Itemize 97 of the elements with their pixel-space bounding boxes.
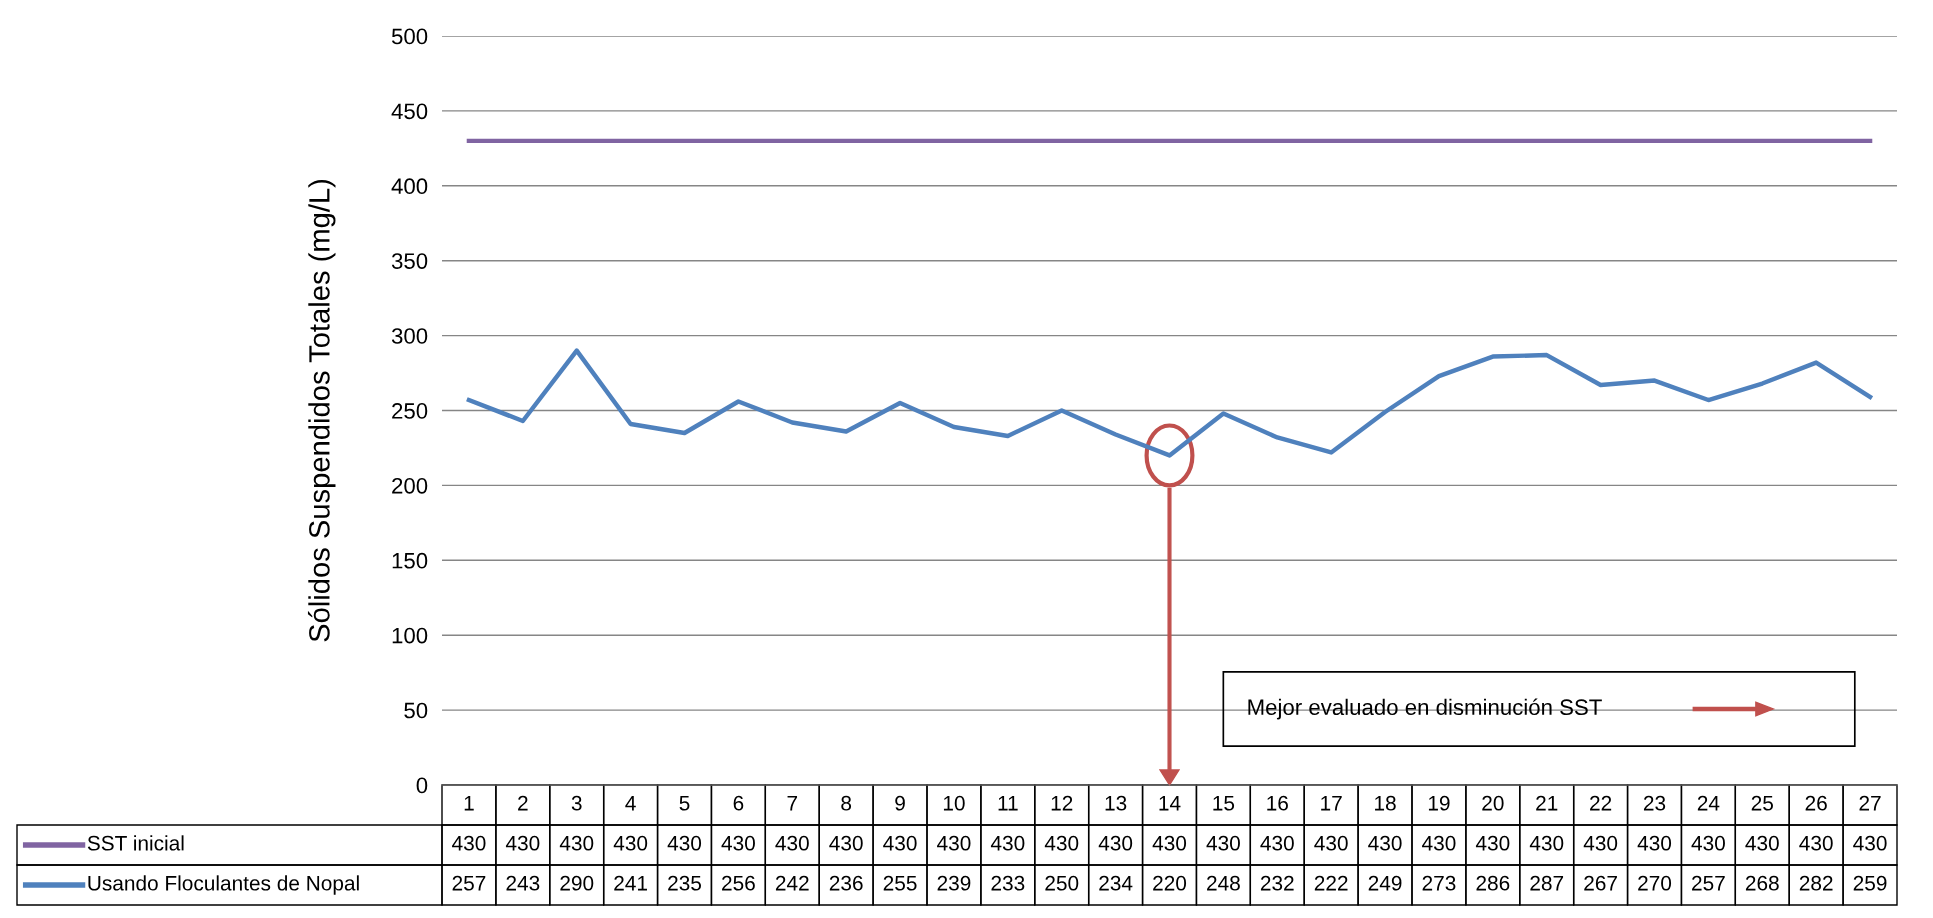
data-label: 256 <box>722 875 755 891</box>
x-tick-label: 9 <box>895 795 905 811</box>
data-label: 430 <box>1206 835 1240 851</box>
data-label: 290 <box>560 875 594 891</box>
y-tick-label: 100 <box>392 627 428 644</box>
data-label: 248 <box>1207 875 1240 891</box>
x-tick-label: 20 <box>1482 795 1504 811</box>
x-tick-label: 3 <box>571 795 582 811</box>
data-label: 234 <box>1099 875 1133 891</box>
x-tick-label: 18 <box>1375 795 1396 811</box>
x-tick-label: 13 <box>1105 795 1127 811</box>
y-tick-label: 150 <box>392 552 428 569</box>
data-label: 267 <box>1584 875 1617 891</box>
data-label: 430 <box>1422 835 1456 851</box>
data-label: 430 <box>1260 835 1294 851</box>
data-label: 239 <box>937 875 971 891</box>
data-label: 250 <box>1045 875 1079 891</box>
data-label: 430 <box>1098 835 1133 851</box>
data-label: 430 <box>452 835 486 851</box>
data-label: 430 <box>613 835 648 851</box>
data-label: 273 <box>1422 875 1456 891</box>
data-label: 430 <box>1745 835 1779 851</box>
x-tick-label: 10 <box>943 795 965 811</box>
x-tick-label: 26 <box>1805 795 1827 811</box>
y-tick-label: 200 <box>392 477 428 494</box>
data-label: 220 <box>1153 875 1187 891</box>
legend-label: SST inicial <box>87 835 184 851</box>
data-label: 430 <box>990 835 1025 851</box>
x-tick-label: 21 <box>1536 795 1558 811</box>
x-tick-label: 17 <box>1321 796 1342 811</box>
data-label: 430 <box>883 835 917 851</box>
data-label: 243 <box>506 875 540 891</box>
line-series <box>466 348 1873 458</box>
x-tick-label: 27 <box>1859 795 1881 811</box>
x-tick-label: 2 <box>518 795 528 811</box>
x-tick-label: 6 <box>733 795 744 811</box>
x-tick-label: 19 <box>1428 795 1450 811</box>
data-label: 430 <box>505 835 540 851</box>
data-label: 430 <box>937 835 971 851</box>
data-label: 430 <box>1475 835 1510 851</box>
data-label: 430 <box>1583 835 1618 851</box>
x-tick-label: 1 <box>464 796 474 811</box>
data-label: 268 <box>1745 875 1779 891</box>
data-label: 430 <box>1529 835 1564 851</box>
data-label: 430 <box>1152 835 1187 851</box>
x-tick-label: 14 <box>1159 796 1181 811</box>
data-label: 242 <box>775 875 809 891</box>
data-label: 430 <box>1799 835 1833 851</box>
data-label: 430 <box>1314 835 1348 851</box>
data-label: 222 <box>1314 875 1348 891</box>
data-label: 430 <box>721 835 755 851</box>
data-label: 233 <box>991 875 1025 891</box>
data-label: 235 <box>668 875 702 891</box>
data-label: 255 <box>883 875 917 891</box>
x-tick-label: 22 <box>1590 795 1612 811</box>
x-tick-label: 4 <box>625 796 636 811</box>
x-tick-label: 5 <box>679 796 690 811</box>
legend-label: Usando Floculantes de Nopal <box>88 875 359 895</box>
y-tick-label: 500 <box>391 28 428 45</box>
data-label: 430 <box>1691 835 1725 851</box>
x-tick-label: 16 <box>1267 795 1288 811</box>
data-label: 430 <box>1853 835 1887 851</box>
y-tick-label: 450 <box>391 103 428 120</box>
data-label: 241 <box>614 875 647 891</box>
annotation: Mejor evaluado en disminución SST <box>1248 698 1602 720</box>
data-label: 287 <box>1530 875 1564 891</box>
data-label: 282 <box>1799 875 1833 891</box>
data-label: 430 <box>829 835 863 851</box>
data-label: 270 <box>1638 875 1672 891</box>
x-tick-label: 24 <box>1697 795 1720 811</box>
x-tick-label: 12 <box>1051 795 1073 811</box>
data-label: 249 <box>1368 875 1402 891</box>
x-tick-label: 11 <box>998 796 1018 811</box>
data-label: 430 <box>1368 835 1402 851</box>
y-tick-label: 300 <box>391 328 428 344</box>
data-label: 430 <box>559 835 594 851</box>
data-label: 232 <box>1260 875 1294 891</box>
x-tick-label: 25 <box>1751 795 1773 811</box>
y-tick-label: 400 <box>391 178 428 195</box>
y-tick-label: 0 <box>416 777 428 794</box>
data-label: 430 <box>1044 835 1079 851</box>
y-tick-label: 250 <box>392 403 428 419</box>
x-tick-label: 23 <box>1643 795 1666 811</box>
data-label: 430 <box>1637 835 1672 851</box>
y-tick-label: 50 <box>404 702 428 719</box>
data-label: 257 <box>1692 875 1725 891</box>
y-tick-label: 350 <box>391 253 428 269</box>
x-tick-label: 15 <box>1213 796 1235 811</box>
data-label: 236 <box>829 875 863 891</box>
data-label: 257 <box>452 875 486 891</box>
data-label: 430 <box>775 835 809 851</box>
y-axis-title: Sólidos Suspendidos Totales (mg/L) <box>307 179 336 642</box>
x-tick-label: 7 <box>787 796 798 811</box>
x-tick-label: 8 <box>841 795 852 811</box>
data-label: 259 <box>1853 875 1887 891</box>
data-label: 286 <box>1476 875 1510 891</box>
data-label: 430 <box>667 835 702 851</box>
